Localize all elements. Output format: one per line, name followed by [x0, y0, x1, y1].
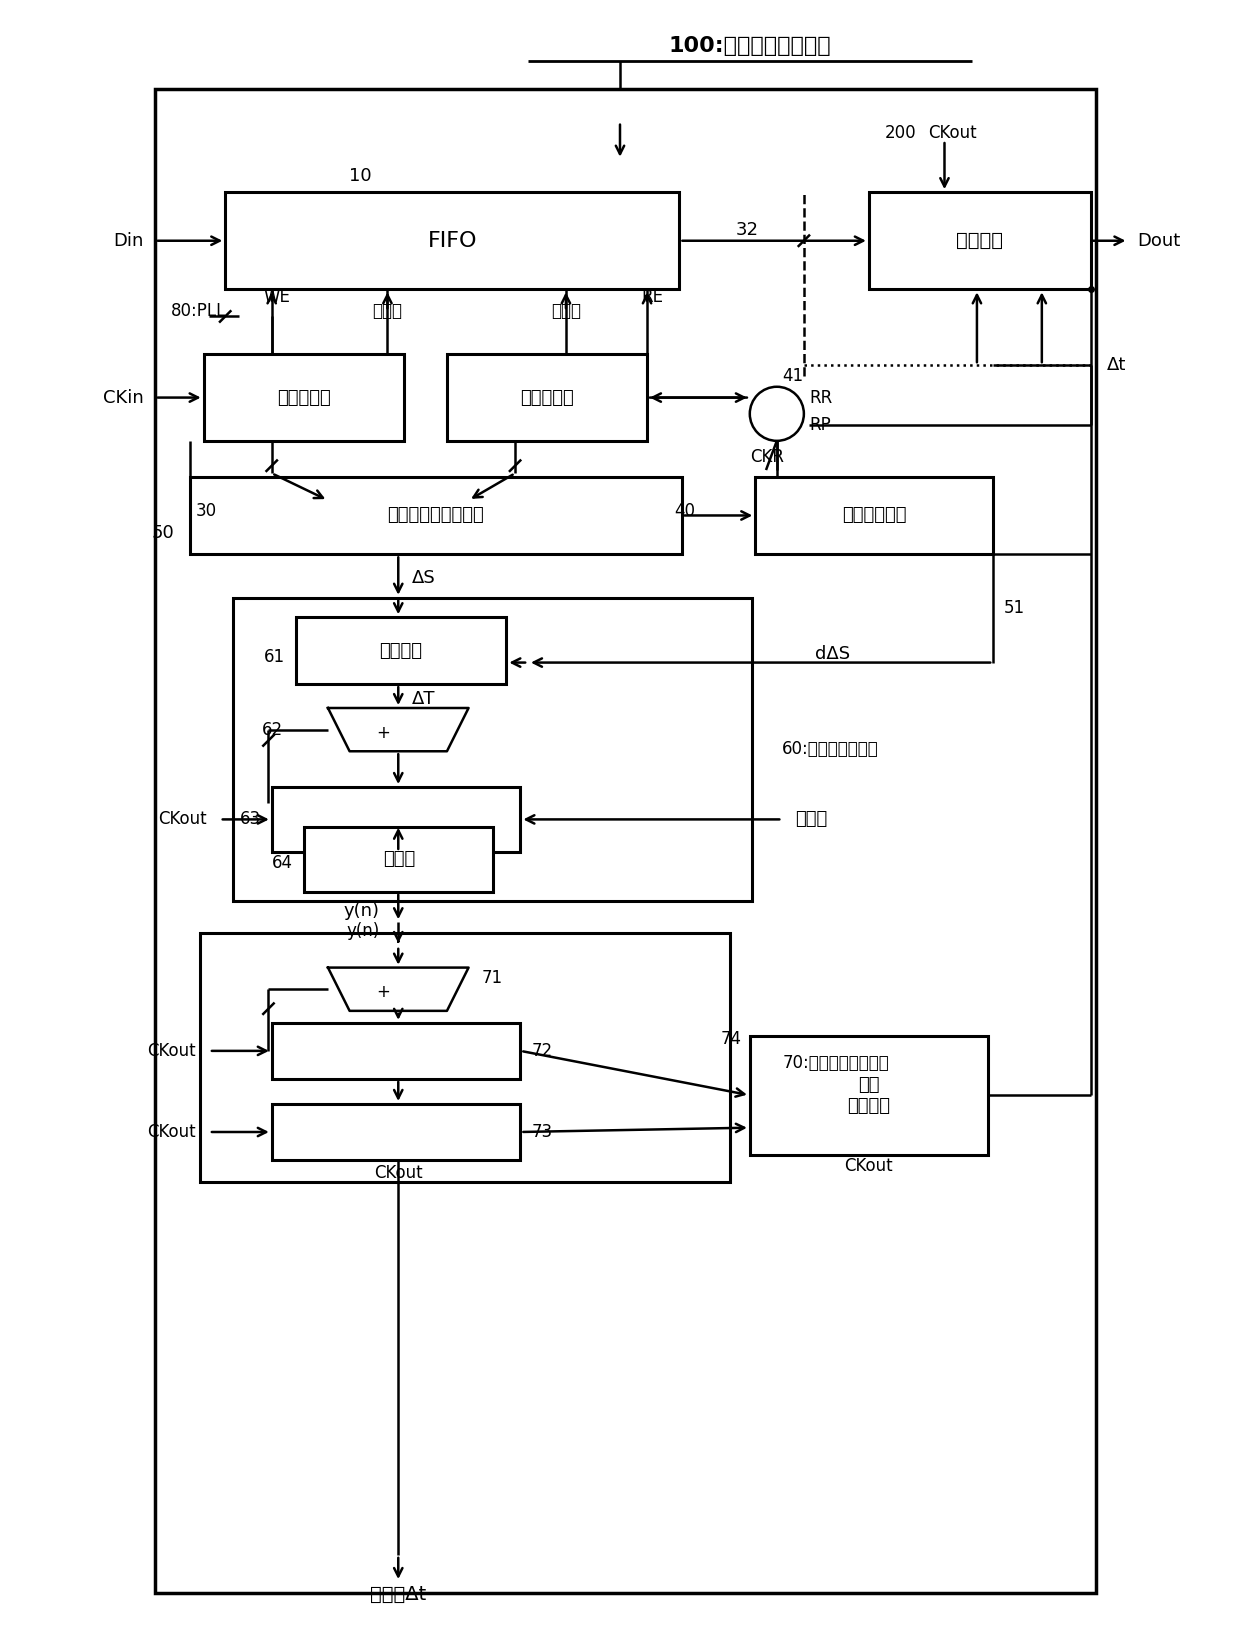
Text: ΔT: ΔT: [413, 690, 435, 708]
Bar: [190, 477, 682, 555]
Text: 64: 64: [273, 853, 294, 871]
Text: 读控制部分: 读控制部分: [520, 389, 574, 407]
Text: Din: Din: [114, 231, 144, 249]
Text: +: +: [377, 724, 391, 742]
Text: 40: 40: [675, 501, 696, 519]
Text: 70:可变频率振荡部分: 70:可变频率振荡部分: [782, 1053, 889, 1071]
Text: FIFO: FIFO: [428, 231, 477, 251]
Text: CKout: CKout: [374, 1164, 423, 1182]
Text: 62: 62: [262, 721, 283, 739]
Bar: [233, 597, 751, 900]
Polygon shape: [327, 708, 469, 751]
Bar: [304, 827, 494, 892]
Text: 100:异步信号输入设备: 100:异步信号输入设备: [668, 36, 831, 55]
Text: CKR: CKR: [750, 448, 784, 466]
Bar: [750, 1035, 988, 1154]
Text: 50: 50: [151, 524, 175, 542]
Text: 限幅器: 限幅器: [383, 850, 415, 868]
Text: 61: 61: [264, 648, 285, 666]
Bar: [203, 355, 404, 441]
Bar: [272, 1022, 521, 1079]
Text: dΔS: dΔS: [815, 645, 849, 663]
Text: 插值比Δt: 插值比Δt: [371, 1586, 427, 1605]
Text: 74: 74: [720, 1031, 742, 1048]
Bar: [869, 192, 1090, 290]
Bar: [272, 1104, 521, 1161]
Text: y(n): y(n): [343, 902, 379, 920]
Bar: [446, 355, 647, 441]
Text: RE: RE: [641, 288, 663, 306]
Text: 读地址: 读地址: [551, 303, 580, 321]
Text: 初始值: 初始值: [795, 811, 827, 829]
Text: 60:环路滤波器部分: 60:环路滤波器部分: [782, 741, 879, 759]
Text: RP: RP: [810, 415, 831, 433]
Text: ΔS: ΔS: [413, 570, 436, 588]
Text: 写控制部分: 写控制部分: [277, 389, 331, 407]
Text: 上溢
检测部分: 上溢 检测部分: [847, 1076, 890, 1115]
Text: Δt: Δt: [1107, 357, 1126, 374]
Text: 写地址: 写地址: [372, 303, 403, 321]
Text: 矢量检测电路: 矢量检测电路: [842, 506, 906, 524]
Text: CKout: CKout: [159, 811, 207, 829]
Text: y(n): y(n): [347, 921, 379, 939]
Text: Dout: Dout: [1137, 231, 1180, 249]
Text: CKout: CKout: [844, 1156, 893, 1174]
Text: WE: WE: [263, 288, 290, 306]
Text: CKin: CKin: [103, 389, 144, 407]
Text: 转换部分: 转换部分: [379, 641, 423, 659]
Text: 72: 72: [531, 1042, 553, 1060]
Text: +: +: [377, 983, 391, 1001]
Text: 71: 71: [481, 969, 502, 988]
Text: CKout: CKout: [148, 1123, 196, 1141]
Text: 30: 30: [196, 501, 217, 519]
Text: 插值部分: 插值部分: [956, 231, 1003, 251]
Bar: [272, 786, 521, 851]
Bar: [755, 477, 993, 555]
Text: 73: 73: [531, 1123, 553, 1141]
Text: 10: 10: [350, 166, 372, 186]
Text: 剩余数据量检测部分: 剩余数据量检测部分: [387, 506, 484, 524]
Text: CKout: CKout: [148, 1042, 196, 1060]
Text: 63: 63: [239, 811, 260, 829]
Text: CKout: CKout: [929, 124, 977, 142]
Polygon shape: [327, 967, 469, 1011]
Bar: [226, 192, 680, 290]
Text: 200: 200: [885, 124, 916, 142]
Bar: [201, 933, 730, 1182]
Text: 80:PLL: 80:PLL: [171, 303, 227, 321]
Text: RR: RR: [810, 389, 832, 407]
Bar: [295, 617, 506, 684]
Text: 51: 51: [1004, 599, 1025, 617]
Text: 41: 41: [782, 366, 804, 384]
Text: 32: 32: [737, 221, 759, 239]
